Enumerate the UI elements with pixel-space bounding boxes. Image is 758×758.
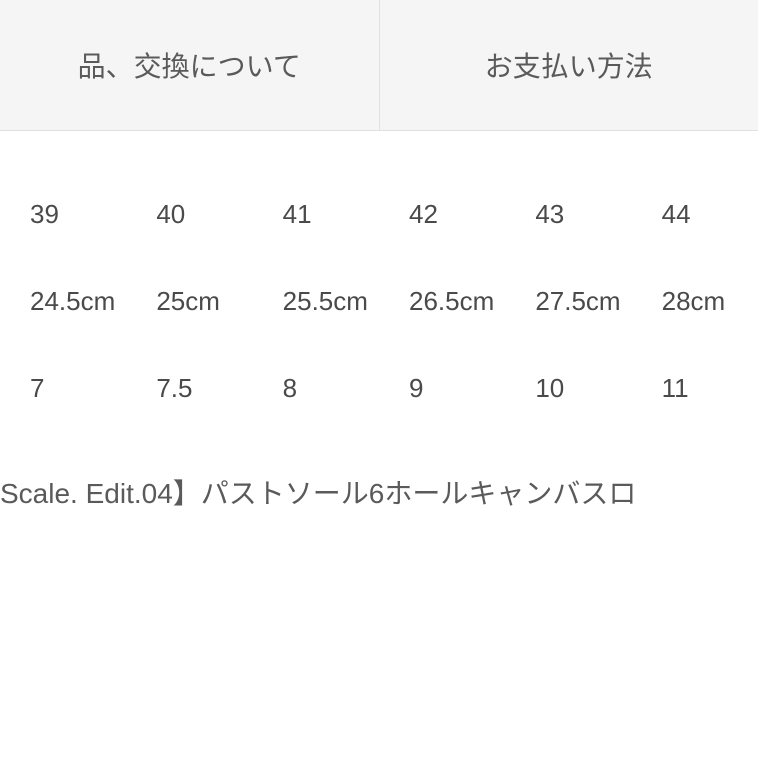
size-table: 39 40 41 42 43 44 24.5cm 25cm 25.5cm 26.… [0,171,758,432]
table-row: 39 40 41 42 43 44 [0,171,758,258]
size-cm-cell: 28cm [632,286,758,317]
size-us-cell: 7.5 [126,373,252,404]
size-eu-cell: 44 [632,199,758,230]
size-eu-cell: 41 [253,199,379,230]
size-eu-cell: 40 [126,199,252,230]
size-cm-cell: 27.5cm [505,286,631,317]
size-cm-cell: 25.5cm [253,286,379,317]
product-title: Scale. Edit.04】パストソール6ホールキャンバスロ [0,432,758,512]
size-us-cell: 10 [505,373,631,404]
size-us-cell: 7 [0,373,126,404]
size-eu-cell: 42 [379,199,505,230]
size-eu-cell: 43 [505,199,631,230]
size-cm-cell: 24.5cm [0,286,126,317]
tab-payment-method[interactable]: お支払い方法 [380,0,758,130]
size-cm-cell: 26.5cm [379,286,505,317]
size-us-cell: 8 [253,373,379,404]
tab-returns-exchange[interactable]: 品、交換について [0,0,380,130]
size-us-cell: 11 [632,373,758,404]
tabs-container: 品、交換について お支払い方法 [0,0,758,131]
table-row: 24.5cm 25cm 25.5cm 26.5cm 27.5cm 28cm [0,258,758,345]
size-cm-cell: 25cm [126,286,252,317]
table-row: 7 7.5 8 9 10 11 [0,345,758,432]
size-us-cell: 9 [379,373,505,404]
size-eu-cell: 39 [0,199,126,230]
